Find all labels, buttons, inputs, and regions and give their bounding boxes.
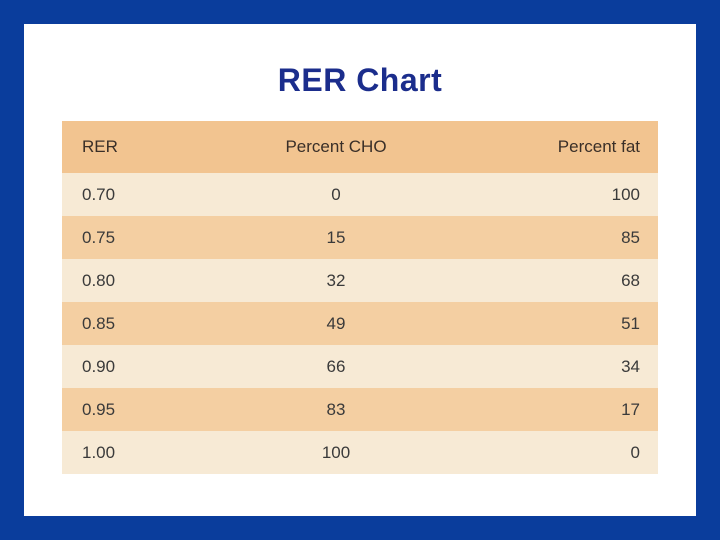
header-percent-cho: Percent CHO	[285, 137, 387, 156]
table-row: 0.80 32 68	[62, 259, 658, 302]
header-percent-fat: Percent fat	[557, 137, 640, 156]
table-row: 0.90 66 34	[62, 345, 658, 388]
cell-rer: 0.75	[82, 228, 116, 247]
cell-rer: 1.00	[82, 443, 116, 462]
cell-rer: 0.90	[82, 357, 116, 376]
table-row: 0.75 15 85	[62, 216, 658, 259]
cell-cho: 0	[331, 185, 341, 204]
cell-fat: 100	[611, 185, 640, 204]
cell-fat: 85	[621, 228, 640, 247]
cell-cho: 32	[326, 271, 346, 290]
table-row: 0.95 83 17	[62, 388, 658, 431]
cell-cho: 15	[326, 228, 346, 247]
cell-fat: 68	[621, 271, 640, 290]
cell-fat: 17	[621, 400, 640, 419]
cell-fat: 34	[621, 357, 640, 376]
table-row: 0.70 0 100	[62, 173, 658, 216]
cell-cho: 83	[326, 400, 346, 419]
cell-rer: 0.80	[82, 271, 116, 290]
cell-cho: 100	[321, 443, 351, 462]
cell-cho: 49	[326, 314, 346, 333]
cell-cho: 66	[326, 357, 346, 376]
cell-rer: 0.70	[82, 185, 116, 204]
cell-fat: 0	[630, 443, 640, 462]
cell-rer: 0.85	[82, 314, 116, 333]
header-rer: RER	[82, 137, 118, 156]
slide-title: RER Chart	[277, 62, 443, 98]
table-row: 0.85 49 51	[62, 302, 658, 345]
table-row: 1.00 100 0	[62, 431, 658, 474]
cell-fat: 51	[621, 314, 640, 333]
cell-rer: 0.95	[82, 400, 116, 419]
table-header: RER Percent CHO Percent fat	[62, 121, 658, 173]
rer-table: RER Percent CHO Percent fat 0.70 0 100 0…	[62, 121, 658, 474]
